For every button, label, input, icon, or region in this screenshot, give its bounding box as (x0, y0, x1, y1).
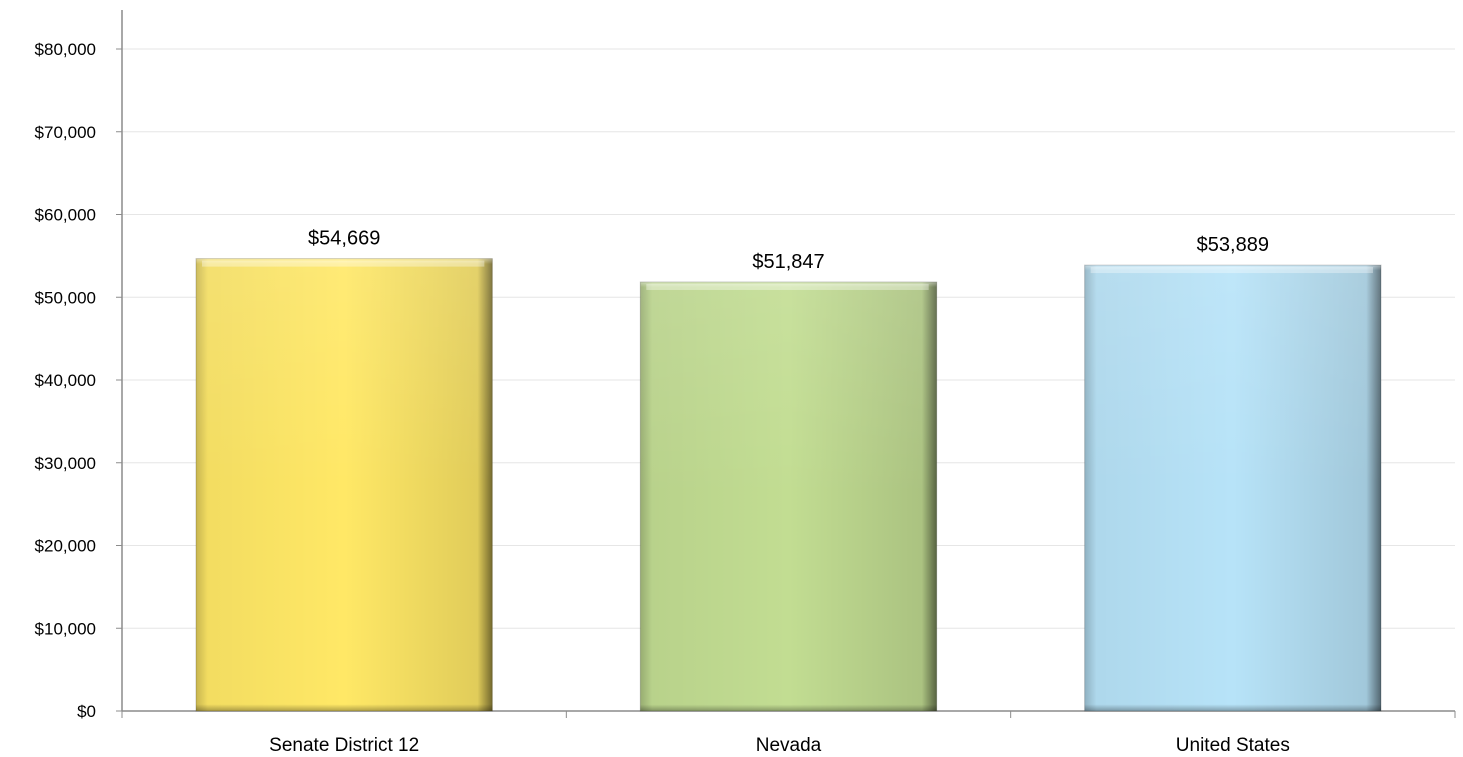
y-tick-label: $20,000 (35, 537, 96, 556)
bar-outline (195, 258, 493, 712)
y-axis: $0 $10,000 $20,000 $30,000 $40,000 $50,000 $60… (35, 10, 123, 721)
bar (1084, 264, 1382, 712)
y-tick-label: $70,000 (35, 123, 96, 142)
bar-highlight (1090, 267, 1374, 274)
bars (195, 258, 1382, 712)
data-label: $54,669 (308, 228, 380, 250)
x-category-label: Senate District 12 (269, 735, 419, 756)
y-tick-label: $10,000 (35, 619, 96, 638)
bar (195, 258, 493, 712)
bar-outline (1084, 264, 1382, 712)
y-tick-label: $50,000 (35, 288, 96, 307)
y-tick-label: $0 (77, 702, 96, 721)
y-tick-label: $30,000 (35, 454, 96, 473)
y-tick-label: $60,000 (35, 206, 96, 225)
x-axis: Senate District 12 Nevada United States (121, 710, 1456, 756)
bar-highlight (646, 283, 929, 290)
bar-outline (639, 281, 938, 712)
y-tick-label: $40,000 (35, 371, 96, 390)
x-category-label: Nevada (756, 735, 822, 756)
bar-shade-vertical (195, 258, 493, 711)
bar-highlight (201, 260, 485, 267)
data-label: $53,889 (1197, 234, 1269, 256)
x-category-label: United States (1176, 735, 1290, 756)
bar (639, 281, 938, 712)
bar-shade-vertical (640, 281, 937, 711)
data-label: $51,847 (752, 251, 824, 273)
bar-shade-vertical (1084, 265, 1382, 711)
y-tick-label: $80,000 (35, 40, 96, 59)
data-labels: $54,669 $51,847 $53,889 (308, 228, 1269, 273)
